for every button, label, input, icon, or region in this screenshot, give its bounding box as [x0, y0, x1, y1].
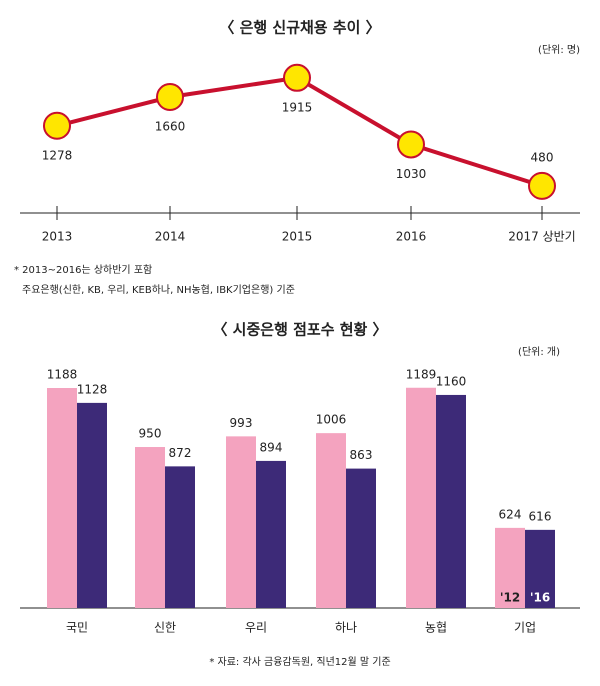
marker [43, 111, 71, 140]
data-label: 950 [139, 427, 162, 441]
bar [77, 402, 107, 608]
data-label: 1189 [406, 367, 437, 381]
x-tick-label: 우리 [245, 621, 267, 635]
data-label: 1188 [47, 368, 78, 382]
x-tick-label: 2017 상반기 [508, 230, 575, 244]
data-label: 863 [350, 448, 373, 462]
data-label: 1915 [282, 100, 313, 114]
bar [226, 436, 256, 608]
x-tick-label: 2016 [396, 230, 427, 244]
data-label: 993 [230, 416, 253, 430]
line [56, 75, 543, 188]
x-tick-label: 농협 [425, 621, 447, 635]
data-label: 872 [169, 446, 192, 460]
legend-label: '12 [500, 591, 520, 605]
bar [47, 388, 77, 608]
x-tick-label: 국민 [66, 621, 88, 635]
marker [397, 130, 425, 159]
data-label: 1006 [316, 413, 347, 427]
bar [436, 394, 466, 608]
bar [346, 468, 376, 608]
data-label: 894 [260, 440, 283, 454]
x-tick-label: 하나 [335, 621, 357, 635]
data-label: 1660 [155, 120, 186, 134]
data-label: 1030 [396, 167, 427, 181]
bar [316, 433, 346, 608]
x-tick-label: 신한 [154, 621, 176, 635]
note: 주요은행(신한, KB, 우리, KEB하나, NH농협, IBK기업은행) 기… [22, 283, 295, 296]
note: * 2013~2016는 상하반기 포함 [14, 263, 152, 276]
data-label: 1128 [77, 382, 108, 396]
chart-title: 〈 은행 신규채용 추이 〉 [219, 19, 380, 37]
legend-label: '16 [530, 591, 550, 605]
unit-label: (단위: 명) [538, 43, 580, 56]
x-tick-label: 기업 [514, 621, 536, 635]
source: * 자료: 각사 금융감독원, 직년12월 말 기준 [209, 656, 390, 668]
data-label: 624 [499, 507, 522, 521]
bar [256, 460, 286, 608]
marker [283, 63, 311, 92]
bar [525, 529, 555, 608]
bar [165, 466, 195, 608]
x-tick-label: 2015 [282, 230, 313, 244]
data-label: 616 [529, 509, 552, 523]
unit-label: (단위: 개) [518, 345, 560, 358]
marker [156, 83, 184, 112]
data-label: 1160 [436, 374, 467, 388]
x-tick-label: 2013 [42, 230, 73, 244]
bar [135, 447, 165, 608]
x-tick-label: 2014 [155, 230, 186, 244]
data-label: 480 [531, 150, 554, 164]
bar [406, 387, 436, 608]
chart-title: 〈 시중은행 점포수 현황 〉 [212, 321, 387, 339]
data-label: 1278 [42, 148, 73, 162]
bar [495, 527, 525, 608]
marker [528, 171, 556, 200]
